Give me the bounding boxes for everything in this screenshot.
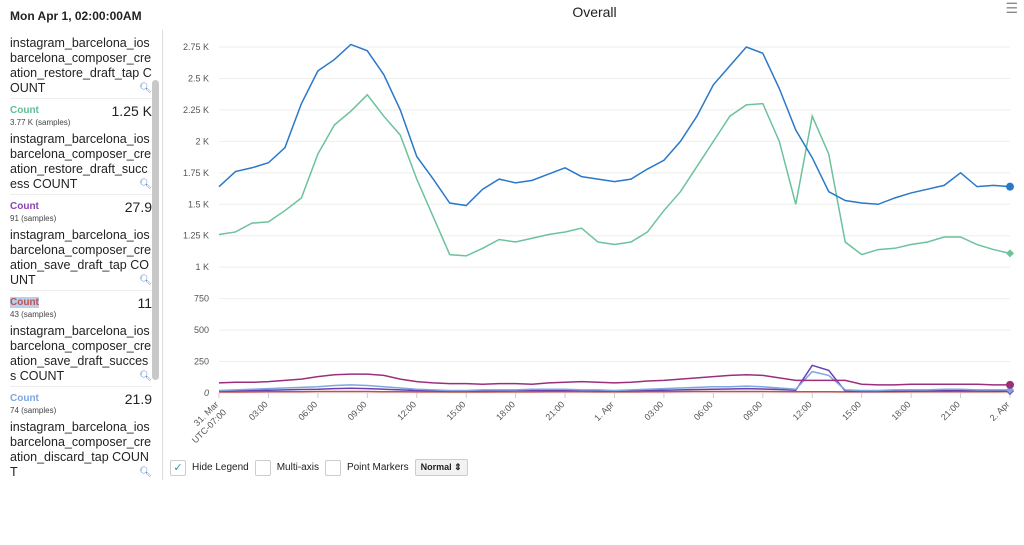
series-end-marker — [1006, 380, 1014, 389]
x-tick-label: 18:00 — [494, 399, 517, 422]
series-line-2[interactable] — [218, 373, 1010, 386]
series-name: Count — [10, 201, 39, 212]
legend-item-title: instagram_barcelona_ios barcelona_compos… — [10, 36, 152, 98]
y-tick-label: 2.25 K — [183, 105, 209, 115]
search-icon[interactable]: 🔍︎ — [139, 275, 152, 286]
x-tick-label: 03:00 — [247, 399, 270, 422]
x-tick-label: 12:00 — [791, 399, 814, 422]
legend-item-title: instagram_barcelona_ios barcelona_compos… — [10, 132, 152, 194]
series-line-4[interactable] — [218, 364, 1011, 393]
point-markers-label: Point Markers — [346, 462, 409, 473]
series-value: 21.9 — [124, 391, 152, 407]
search-icon[interactable]: 🔍︎ — [139, 83, 152, 94]
search-icon[interactable]: 🔍︎ — [139, 371, 152, 382]
x-tick-label: 09:00 — [346, 399, 369, 422]
legend-item-title: instagram_barcelona_ios barcelona_compos… — [10, 324, 152, 386]
x-tick-label: 06:00 — [692, 399, 715, 422]
legend-title-text: instagram_barcelona_ios barcelona_compos… — [10, 132, 152, 191]
sample-count: 43 (samples) — [10, 310, 57, 319]
x-tick-label: 2. Apr — [988, 399, 1012, 423]
chart-controls: ✓ Hide Legend Multi-axis Point Markers N… — [170, 459, 468, 476]
legend-item[interactable]: instagram_barcelona_ios barcelona_compos… — [0, 420, 162, 480]
chart-title: Overall — [572, 4, 617, 20]
legend-item-title: instagram_barcelona_ios barcelona_compos… — [10, 420, 152, 480]
series-value: 27.9 — [124, 199, 152, 215]
x-tick-label: 31. MarUTC-07:00 — [182, 399, 228, 445]
y-tick-label: 1 K — [195, 262, 209, 272]
legend-item[interactable]: instagram_barcelona_ios barcelona_compos… — [0, 324, 162, 416]
x-tick-label: 21:00 — [543, 399, 566, 422]
x-tick-label: 12:00 — [395, 399, 418, 422]
x-tick-label: 15:00 — [840, 399, 863, 422]
x-tick-label: 18:00 — [890, 399, 913, 422]
hide-legend-label: Hide Legend — [192, 462, 249, 473]
hover-datetime: Mon Apr 1, 02:00:00AM — [10, 9, 142, 23]
sample-count: 91 (samples) — [10, 214, 57, 223]
mode-value: Normal — [420, 462, 452, 472]
y-tick-label: 500 — [194, 325, 209, 335]
series-value: 11 — [137, 295, 152, 311]
series-line-1[interactable] — [218, 93, 1011, 257]
series-name: Count — [10, 297, 39, 308]
x-tick-label: 09:00 — [741, 399, 764, 422]
search-icon[interactable]: 🔍︎ — [139, 467, 152, 478]
series-name: Count — [10, 393, 39, 404]
legend-item[interactable]: instagram_barcelona_ios barcelona_compos… — [0, 228, 162, 320]
legend-scrollbar[interactable] — [152, 80, 159, 380]
series-end-marker — [1006, 249, 1014, 258]
point-markers-checkbox[interactable] — [324, 459, 341, 476]
y-tick-label: 2.75 K — [183, 42, 209, 52]
line-chart: 0 250 500 750 1 K 1.25 K 1.5 K 1.75 K 2 K 2.25 K 2… — [182, 42, 1014, 445]
y-tick-label: 2 K — [195, 136, 209, 146]
series-line-0[interactable] — [218, 43, 1011, 207]
x-tick-label: 1. Apr — [592, 399, 616, 423]
y-tick-label: 250 — [194, 357, 209, 367]
legend-item[interactable]: instagram_barcelona_ios barcelona_compos… — [0, 36, 162, 128]
multi-axis-label: Multi-axis — [276, 462, 319, 473]
multi-axis-checkbox[interactable] — [254, 459, 271, 476]
legend-title-text: instagram_barcelona_ios barcelona_compos… — [10, 36, 152, 95]
y-tick-label: 2.5 K — [188, 73, 209, 83]
x-tick-label: 06:00 — [296, 399, 319, 422]
legend-item-title: instagram_barcelona_ios barcelona_compos… — [10, 228, 152, 290]
series-end-marker — [1006, 182, 1014, 191]
mode-select[interactable]: Normal ⇕ — [414, 459, 468, 476]
legend-title-text: instagram_barcelona_ios barcelona_compos… — [10, 324, 152, 383]
y-tick-label: 1.5 K — [188, 199, 209, 209]
hamburger-icon[interactable]: ☰ — [1005, 0, 1018, 16]
y-tick-label: 1.75 K — [183, 168, 209, 178]
sample-count: 3.77 K (samples) — [10, 118, 71, 127]
x-tick-label: 03:00 — [642, 399, 665, 422]
y-tick-label: 750 — [194, 294, 209, 304]
sample-count: 74 (samples) — [10, 406, 57, 415]
y-tick-label: 0 — [204, 388, 209, 398]
series-line-3[interactable] — [218, 370, 1010, 392]
legend-title-text: instagram_barcelona_ios barcelona_compos… — [10, 228, 152, 287]
series-name: Count — [10, 105, 39, 116]
x-tick-label: 21:00 — [939, 399, 962, 422]
legend-title-text: instagram_barcelona_ios barcelona_compos… — [10, 420, 152, 479]
y-tick-label: 1.25 K — [183, 231, 209, 241]
x-tick-label: 15:00 — [445, 399, 468, 422]
legend-item[interactable]: instagram_barcelona_ios barcelona_compos… — [0, 132, 162, 224]
legend-panel: instagram_barcelona_ios barcelona_compos… — [0, 30, 163, 480]
hide-legend-checkbox[interactable]: ✓ — [170, 459, 186, 476]
search-icon[interactable]: 🔍︎ — [139, 179, 152, 190]
series-value: 1.25 K — [111, 103, 152, 119]
